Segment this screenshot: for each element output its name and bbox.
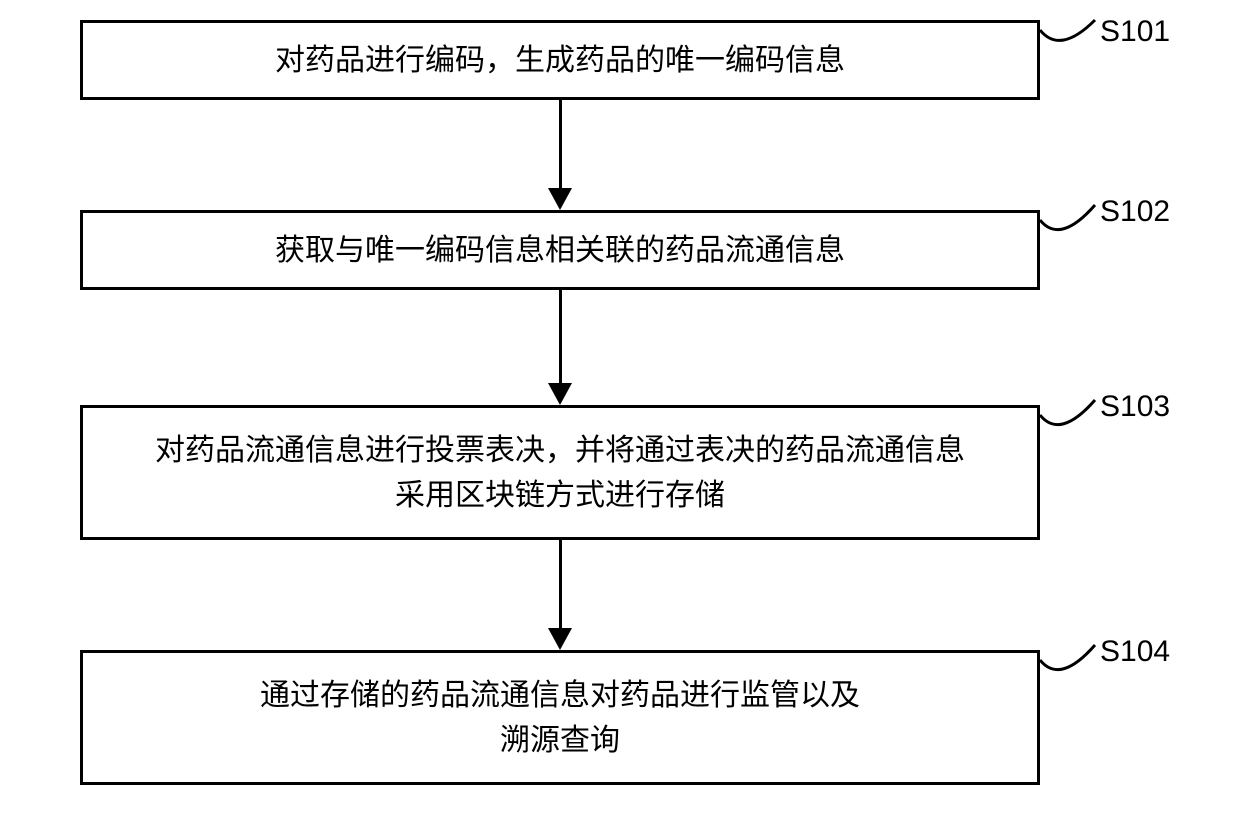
node-text: 对药品进行编码，生成药品的唯一编码信息: [275, 38, 845, 83]
connector-curve-s102: [1035, 200, 1105, 250]
flowchart-node-s102: 获取与唯一编码信息相关联的药品流通信息: [80, 210, 1040, 290]
node-text: 获取与唯一编码信息相关联的药品流通信息: [275, 228, 845, 273]
step-label-s101: S101: [1100, 15, 1170, 49]
flowchart-node-s101: 对药品进行编码，生成药品的唯一编码信息: [80, 20, 1040, 100]
step-label-s102: S102: [1100, 195, 1170, 229]
connector-curve-s101: [1035, 15, 1105, 65]
step-label-s104: S104: [1100, 635, 1170, 669]
step-label-s103: S103: [1100, 390, 1170, 424]
connector-curve-s103: [1035, 395, 1105, 445]
node-text: 对药品流通信息进行投票表决，并将通过表决的药品流通信息采用区块链方式进行存储: [150, 428, 970, 518]
node-text: 通过存储的药品流通信息对药品进行监管以及溯源查询: [260, 673, 860, 763]
flowchart-node-s104: 通过存储的药品流通信息对药品进行监管以及溯源查询: [80, 650, 1040, 785]
connector-curve-s104: [1035, 640, 1105, 690]
flowchart-node-s103: 对药品流通信息进行投票表决，并将通过表决的药品流通信息采用区块链方式进行存储: [80, 405, 1040, 540]
